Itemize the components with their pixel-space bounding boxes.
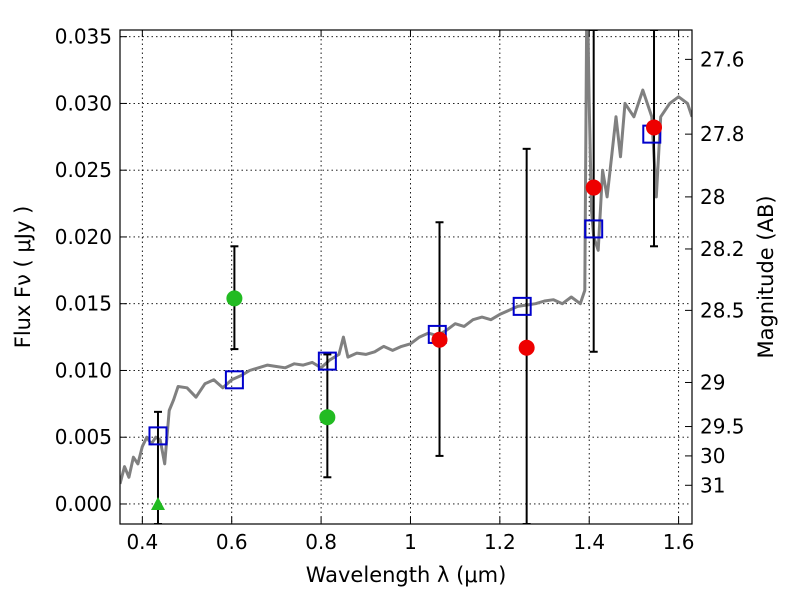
y-axis-label: Flux Fν ( μJy ) <box>11 206 35 349</box>
y-axis-label-right: Magnitude (AB) <box>754 195 778 358</box>
x-axis-label: Wavelength λ (μm) <box>306 563 507 587</box>
model-band-square <box>584 219 604 239</box>
right-tick-label: 29 <box>700 370 725 394</box>
model-band-square <box>148 426 168 446</box>
plot-content <box>120 30 692 524</box>
y-tick-label: 0.005 <box>55 425 112 449</box>
y-tick-label: 0.035 <box>55 25 112 49</box>
right-tick-label: 27.6 <box>700 47 745 71</box>
model-band-square <box>224 370 244 390</box>
right-tick-label: 28.5 <box>700 298 745 322</box>
x-tick-label: 1.4 <box>573 530 605 554</box>
plot-frame <box>119 29 693 525</box>
y-tick-label: 0.010 <box>55 358 112 382</box>
x-tick-label: 1.2 <box>484 530 516 554</box>
y-tick-label: 0.025 <box>55 158 112 182</box>
right-tick-label: 28.2 <box>700 237 745 261</box>
grid-lines <box>120 30 692 524</box>
x-tick-label: 0.8 <box>305 530 337 554</box>
y-tick-label: 0.000 <box>55 492 112 516</box>
right-tick-label: 28 <box>700 185 725 209</box>
y-tick-label: 0.030 <box>55 91 112 115</box>
x-tick-label: 0.6 <box>216 530 248 554</box>
nir-detection-point <box>431 331 448 348</box>
model-band-square <box>317 351 337 371</box>
axes: 0.4 0.6 0.8 1 1.2 1.4 1.6 0.000 0.005 0.010 0.015 0… <box>55 25 745 554</box>
right-tick-label: 30 <box>700 444 725 468</box>
model-band-square <box>512 296 532 316</box>
nir-detection-point <box>646 119 663 136</box>
plot-area <box>120 30 692 524</box>
optical-detection-point <box>226 290 243 307</box>
x-tick-label: 1.6 <box>663 530 695 554</box>
y-tick-label: 0.015 <box>55 292 112 316</box>
optical-detection-point <box>319 409 336 426</box>
right-tick-label: 29.5 <box>700 415 745 439</box>
nir-detection-point <box>518 339 535 356</box>
right-tick-label: 27.8 <box>700 122 745 146</box>
sed-line <box>120 30 692 485</box>
y-tick-label: 0.020 <box>55 225 112 249</box>
x-tick-label: 0.4 <box>126 530 158 554</box>
right-tick-label: 31 <box>700 473 725 497</box>
x-tick-label: 1 <box>404 530 417 554</box>
optical-limit-triangle <box>150 496 165 510</box>
nir-detection-point <box>585 179 602 196</box>
